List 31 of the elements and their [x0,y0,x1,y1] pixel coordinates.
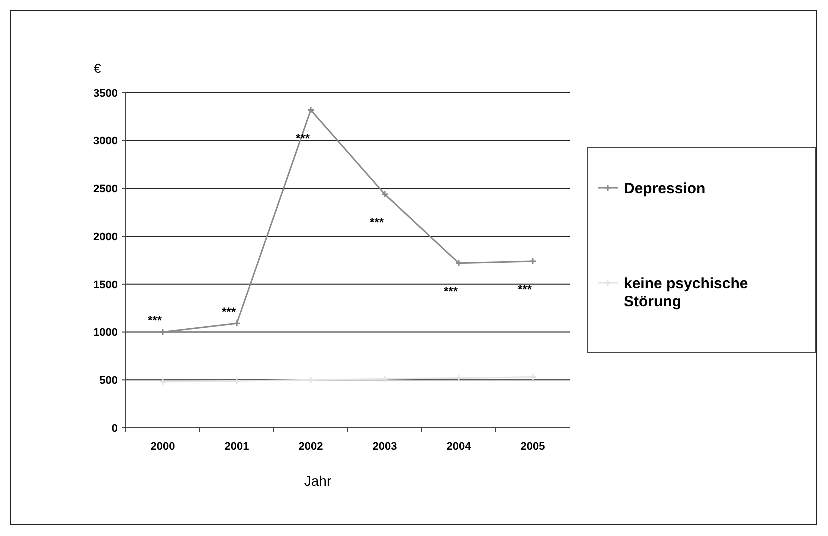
y-tick-label: 1000 [94,327,118,340]
annotation: *** [370,216,384,230]
y-tick-label: 3500 [94,88,118,100]
annotation: *** [444,284,458,299]
point [381,375,389,383]
y-tick-label: 2500 [94,184,118,196]
legend-label: Depression [624,180,706,198]
y-tick-label: 0 [112,422,118,435]
x-tick-label: 2003 [372,441,398,453]
point [307,376,315,384]
annotation: *** [518,282,532,297]
point [233,320,241,328]
y-tick-label: 1500 [94,279,118,292]
annotation: *** [222,304,236,319]
y-tick-label: 500 [100,374,118,387]
point [307,106,315,114]
point [381,190,389,198]
x-tick-label: 2002 [298,441,324,453]
x-tick-label: 2005 [520,441,546,453]
y-tick-label: 2000 [94,231,118,244]
point [455,260,463,268]
y-axis-title: € [94,61,102,76]
y-tick-label: 3000 [94,136,118,148]
x-tick-label: 2004 [446,441,472,453]
legend-label: keine psychische Störung [624,275,748,310]
point [233,377,241,385]
annotation: *** [148,313,162,328]
x-axis-title: Jahr [304,473,332,489]
x-tick-label: 2001 [224,441,250,453]
annotation: *** [296,131,310,146]
x-tick-label: 2000 [150,441,176,453]
